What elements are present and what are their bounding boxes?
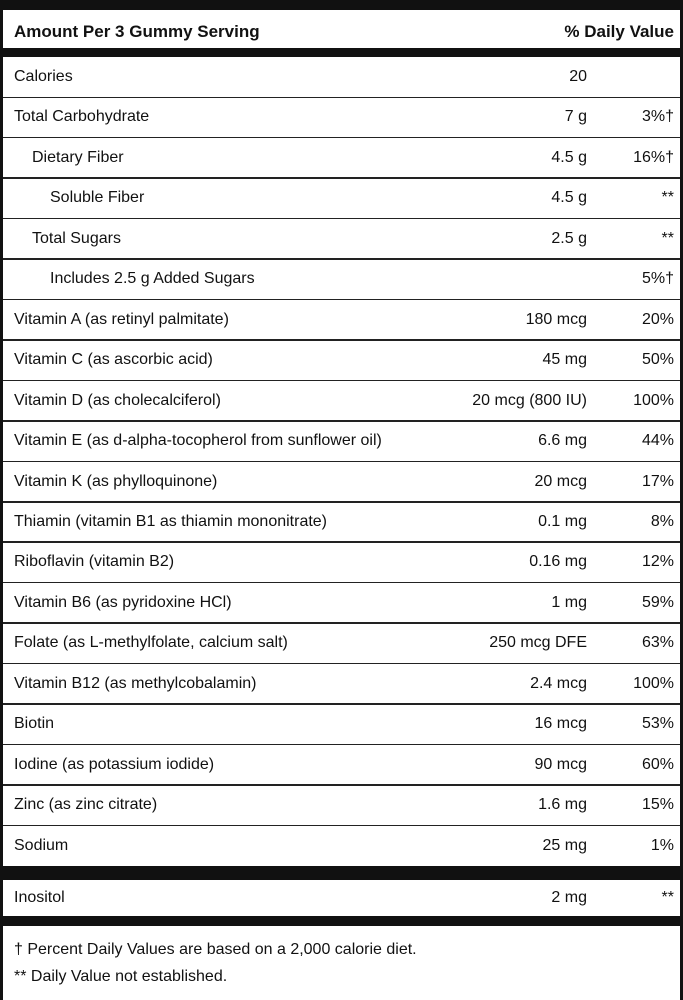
nutrient-label: Vitamin A (as retinyl palmitate)	[14, 310, 229, 328]
nutrient-label: Riboflavin (vitamin B2)	[14, 553, 175, 571]
nutrient-label: Vitamin K (as phylloquinone)	[14, 472, 218, 490]
amount: 25 mg	[542, 836, 587, 854]
row-rule	[3, 541, 680, 543]
row-rule	[3, 379, 680, 382]
row-rule	[3, 217, 680, 220]
nutrient-label: Dietary Fiber	[32, 148, 124, 166]
nutrient-label: Thiamin (vitamin B1 as thiamin mononitra…	[14, 512, 328, 530]
nutrient-label: Biotin	[14, 715, 55, 733]
thick-rule	[0, 866, 683, 880]
amount: 2 mg	[551, 889, 587, 906]
row-rule	[3, 743, 680, 746]
row-rule	[3, 136, 680, 139]
nutrient-label: Total Carbohydrate	[14, 108, 150, 126]
row-rule	[3, 339, 680, 341]
daily-value: 100%	[633, 674, 674, 692]
daily-value: **	[661, 229, 674, 247]
daily-value: 1%	[650, 836, 674, 854]
nutrient-label: Zinc (as zinc citrate)	[14, 796, 158, 814]
daily-value: 17%	[641, 472, 674, 490]
row-rule	[3, 258, 680, 260]
amount: 7 g	[564, 108, 587, 126]
amount: 4.5 g	[551, 148, 587, 166]
amount: 2.5 g	[551, 229, 587, 247]
daily-value: 15%	[641, 796, 674, 814]
nutrient-label: Iodine (as potassium iodide)	[14, 755, 215, 773]
footnote: † Percent Daily Values are based on a 2,…	[14, 941, 417, 958]
daily-value: 3%†	[641, 108, 674, 126]
header-amount: Amount Per 3 Gummy Serving	[14, 22, 260, 41]
daily-value: 5%†	[641, 270, 674, 288]
amount: 16 mcg	[534, 715, 587, 733]
footnote: ** Daily Value not established.	[14, 968, 228, 985]
daily-value: 60%	[641, 755, 674, 773]
daily-value: 100%	[633, 391, 674, 409]
row-rule	[3, 96, 680, 98]
row-rule	[3, 501, 680, 503]
nutrient-label: Includes 2.5 g Added Sugars	[50, 270, 255, 288]
amount: 1 mg	[551, 593, 587, 611]
amount: 180 mcg	[525, 310, 587, 328]
nutrient-label: Vitamin B6 (as pyridoxine HCl)	[14, 593, 232, 611]
row-rule	[3, 177, 680, 179]
daily-value: 16%†	[633, 148, 674, 166]
nutrient-label: Vitamin B12 (as methylcobalamin)	[14, 674, 257, 692]
nutrient-label: Vitamin C (as ascorbic acid)	[14, 351, 213, 369]
nutrient-label: Vitamin D (as cholecalciferol)	[14, 391, 221, 409]
row-rule	[3, 298, 680, 301]
amount: 0.16 mg	[529, 553, 587, 571]
daily-value: 20%	[641, 310, 674, 328]
nutrient-label: Calories	[14, 68, 73, 85]
nutrient-label: Total Sugars	[32, 229, 121, 247]
amount: 20	[569, 68, 587, 85]
nutrient-label: Soluble Fiber	[50, 189, 145, 207]
thick-rule	[0, 48, 683, 57]
amount: 20 mcg	[534, 472, 587, 490]
row-rule	[3, 824, 680, 827]
header-daily-value: % Daily Value	[564, 22, 674, 41]
thick-rule	[0, 916, 683, 926]
amount: 0.1 mg	[538, 512, 587, 530]
amount: 2.4 mcg	[530, 674, 587, 692]
daily-value: 12%	[641, 553, 674, 571]
amount: 90 mcg	[534, 755, 587, 773]
row-rule	[3, 581, 680, 584]
daily-value: 50%	[641, 351, 674, 369]
row-rule	[3, 662, 680, 665]
amount: 250 mcg DFE	[489, 634, 587, 652]
daily-value: 53%	[641, 715, 674, 733]
amount: 20 mcg (800 IU)	[472, 391, 587, 409]
amount: 4.5 g	[551, 189, 587, 207]
nutrient-label: Vitamin E (as d-alpha-tocopherol from su…	[14, 432, 382, 450]
daily-value: 44%	[641, 432, 674, 450]
left-border	[0, 0, 3, 1000]
row-rule	[3, 460, 680, 463]
amount: 1.6 mg	[538, 796, 587, 814]
daily-value: **	[661, 889, 674, 906]
nutrient-label: Sodium	[14, 836, 69, 854]
nutrient-label: Inositol	[14, 889, 65, 906]
amount: 6.6 mg	[538, 432, 587, 450]
row-rule	[3, 784, 680, 786]
amount: 45 mg	[542, 351, 587, 369]
daily-value: 8%	[650, 512, 674, 530]
row-rule	[3, 703, 680, 705]
daily-value: 59%	[641, 593, 674, 611]
daily-value: **	[661, 189, 674, 207]
row-rule	[3, 622, 680, 624]
top-bar	[0, 0, 683, 10]
right-border	[680, 0, 683, 1000]
row-rule	[3, 420, 680, 422]
daily-value: 63%	[641, 634, 674, 652]
nutrient-label: Folate (as L-methylfolate, calcium salt)	[14, 634, 288, 652]
